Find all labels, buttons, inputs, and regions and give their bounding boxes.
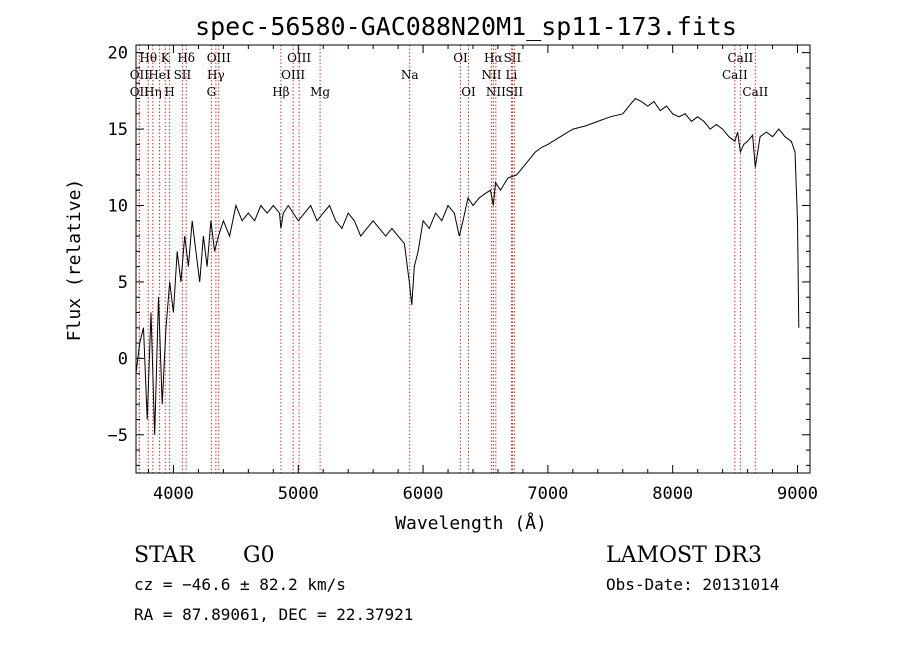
x-axis: 4000 5000 6000 7000 8000 9000 [147,45,818,504]
spectral-line-label: Mg [310,85,330,99]
y-tick-label: −5 [108,426,128,446]
spectral-line-label: OI [461,85,476,99]
spectral-line-label: Hβ [272,85,289,99]
spectral-line-label: OI [453,51,468,65]
object-subclass: G0 [243,543,275,568]
spectral-line-label: NII [486,85,506,99]
spectral-line-label: CaII [722,68,748,82]
spectral-line-label: Hθ [139,51,157,65]
spectral-line-label: G [207,85,217,99]
spectral-line-label: H [164,85,174,99]
x-tick-label: 7000 [527,484,568,504]
y-tick-label: 0 [118,349,128,369]
spectral-line-label: Hδ [177,51,195,65]
spectrum-series-line [135,97,800,435]
spectral-line-label: SII [504,51,522,65]
spectral-line-label: K [161,51,171,65]
spectral-line-label: OII [130,68,150,82]
x-tick-label: 5000 [278,484,319,504]
x-tick-label: 6000 [403,484,444,504]
chart-title: spec-56580-GAC088N20M1_sp11-173.fits [195,12,737,41]
spectral-line-label: Li [506,68,518,82]
y-tick-label: 20 [108,44,128,64]
plot-frame [135,44,811,474]
spectral-line-label: OIII [207,51,231,65]
y-tick-label: 10 [108,197,128,217]
y-tick-label: 15 [108,120,128,140]
object-class: STAR [134,543,196,568]
y-axis-label: Flux (relative) [64,179,85,342]
spectral-line-label: Hα [484,51,503,65]
redshift-text: cz = −46.6 ± 82.2 km/s [134,575,346,594]
spectral-line-label: CaII [742,85,768,99]
spectral-line-label: SII [174,68,192,82]
spectral-line-label: Na [401,68,419,82]
x-tick-label: 8000 [652,484,693,504]
y-tick-label: 5 [118,273,128,293]
x-tick-label: 9000 [777,484,818,504]
y-axis: −5 0 5 10 15 20 [108,44,810,466]
spectral-line-label: Hη [144,85,162,99]
line-markers: HθOIIOIIHηHeIKHSIIHδGHγOIIIHβOIIIOIIIMgN… [130,45,768,473]
spectral-line-label: OIII [281,68,305,82]
spectral-line-label: NII [481,68,501,82]
x-axis-label: Wavelength (Å) [395,512,547,534]
spectral-line-label: OIII [287,51,311,65]
spectral-line-label: SII [505,85,523,99]
survey-name: LAMOST DR3 [606,543,762,568]
x-tick-label: 4000 [153,484,194,504]
coordinates: RA = 87.89061, DEC = 22.37921 [134,605,413,624]
spectral-line-label: Hγ [207,68,225,82]
spectral-line-label: HeI [148,68,171,82]
spectral-line-label: OII [130,85,150,99]
spectral-line-label: CaII [727,51,753,65]
obs-date: Obs-Date: 20131014 [606,575,779,594]
